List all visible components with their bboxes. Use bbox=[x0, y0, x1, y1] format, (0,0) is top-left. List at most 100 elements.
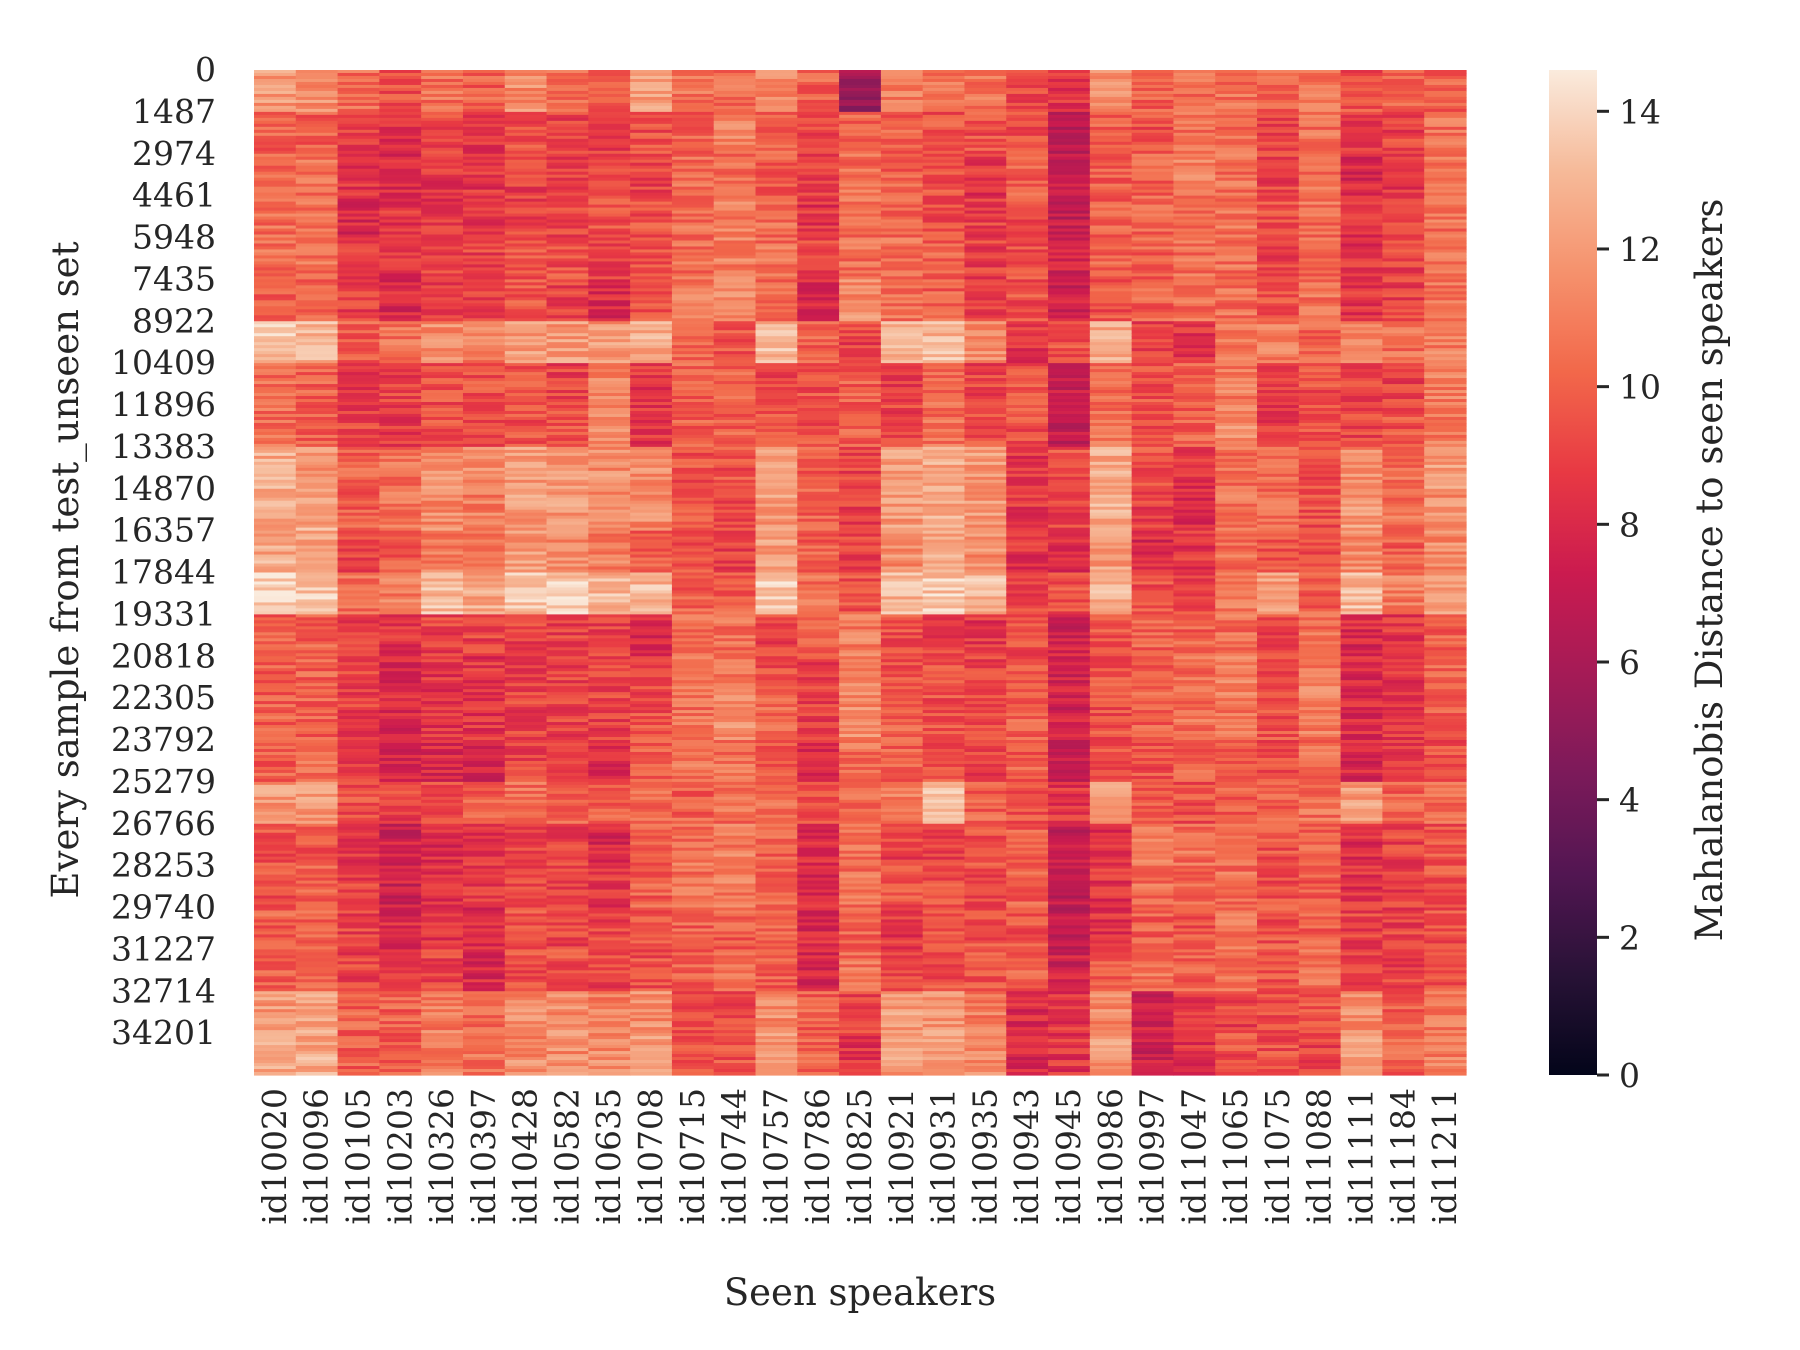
heatmap-cell bbox=[1340, 207, 1384, 212]
heatmap-cell bbox=[337, 165, 380, 170]
heatmap-cell bbox=[546, 261, 589, 266]
heatmap-cell bbox=[504, 428, 548, 433]
heatmap-cell bbox=[421, 246, 464, 251]
heatmap-cell bbox=[1173, 294, 1216, 298]
heatmap-cell bbox=[295, 309, 339, 313]
heatmap-cell bbox=[1006, 96, 1049, 101]
heatmap-cell bbox=[797, 351, 840, 355]
heatmap-cell bbox=[546, 219, 589, 224]
heatmap-cell bbox=[1298, 192, 1342, 197]
heatmap-cell bbox=[1006, 285, 1049, 289]
heatmap-cell bbox=[1173, 375, 1216, 379]
heatmap-cell bbox=[964, 312, 1007, 316]
heatmap-cell bbox=[964, 327, 1007, 331]
heatmap-cell bbox=[295, 156, 339, 161]
heatmap-cell bbox=[254, 291, 297, 295]
heatmap-cell bbox=[1257, 96, 1300, 101]
heatmap-cell bbox=[964, 192, 1007, 197]
heatmap-cell bbox=[1382, 144, 1425, 149]
heatmap-cell bbox=[504, 279, 548, 283]
heatmap-cell bbox=[797, 96, 840, 101]
heatmap-cell bbox=[1006, 390, 1049, 394]
heatmap-cell bbox=[337, 318, 380, 322]
heatmap-cell bbox=[1089, 375, 1133, 379]
heatmap-cell bbox=[1131, 273, 1175, 277]
heatmap-cell bbox=[337, 342, 380, 346]
heatmap-cell bbox=[379, 255, 422, 260]
heatmap-cell bbox=[630, 360, 673, 364]
heatmap-cell bbox=[1089, 75, 1133, 80]
heatmap-cell bbox=[839, 375, 882, 379]
heatmap-cell bbox=[421, 240, 464, 245]
heatmap-cell bbox=[1173, 90, 1216, 95]
heatmap-cell bbox=[546, 126, 589, 131]
heatmap-cell bbox=[1382, 240, 1425, 245]
heatmap-cell bbox=[839, 399, 882, 403]
heatmap-cell bbox=[1382, 276, 1425, 280]
heatmap-cell bbox=[588, 135, 631, 140]
heatmap-cell bbox=[254, 87, 297, 92]
heatmap-cell bbox=[379, 180, 422, 185]
heatmap-cell bbox=[1298, 162, 1342, 167]
heatmap-cell bbox=[1298, 255, 1342, 260]
heatmap-cell bbox=[964, 258, 1007, 263]
heatmap-cell bbox=[1131, 291, 1175, 295]
heatmap-cell bbox=[1298, 387, 1342, 391]
heatmap-cell bbox=[671, 183, 715, 188]
heatmap-cell bbox=[1215, 171, 1258, 176]
heatmap-cell bbox=[504, 156, 548, 161]
heatmap-cell bbox=[630, 99, 673, 104]
heatmap-cell bbox=[1340, 198, 1384, 203]
heatmap-cell bbox=[1340, 255, 1384, 260]
heatmap-cell bbox=[880, 315, 924, 319]
heatmap-cell bbox=[630, 297, 673, 301]
heatmap-cell bbox=[337, 369, 380, 373]
heatmap-cell bbox=[1340, 201, 1384, 206]
heatmap-cell bbox=[546, 70, 589, 74]
heatmap-cell bbox=[1340, 261, 1384, 266]
heatmap-cell bbox=[755, 390, 798, 394]
heatmap-cell bbox=[588, 126, 631, 131]
heatmap-cell bbox=[880, 192, 924, 197]
heatmap-cell bbox=[1257, 228, 1300, 233]
heatmap-cell bbox=[755, 333, 798, 337]
heatmap-cell bbox=[755, 273, 798, 277]
heatmap-cell bbox=[1131, 396, 1175, 400]
heatmap-cell bbox=[1089, 369, 1133, 373]
heatmap-cell bbox=[504, 407, 548, 412]
heatmap-cell bbox=[1424, 138, 1467, 143]
heatmap-cell bbox=[1048, 393, 1091, 397]
heatmap-cell bbox=[839, 126, 882, 131]
heatmap-cell bbox=[1257, 291, 1300, 295]
heatmap-cell bbox=[880, 120, 924, 125]
heatmap-cell bbox=[755, 213, 798, 218]
heatmap-cell bbox=[421, 363, 464, 367]
heatmap-cell bbox=[630, 261, 673, 266]
heatmap-cell bbox=[254, 84, 297, 89]
heatmap-cell bbox=[254, 201, 297, 206]
heatmap-cell bbox=[462, 321, 506, 325]
heatmap-cell bbox=[546, 390, 589, 394]
heatmap-cell bbox=[337, 264, 380, 269]
heatmap-cell bbox=[1257, 195, 1300, 200]
heatmap-cell bbox=[462, 390, 506, 394]
heatmap-cell bbox=[1215, 351, 1258, 355]
heatmap-cell bbox=[839, 108, 882, 113]
heatmap-cell bbox=[1048, 357, 1091, 361]
heatmap-cell bbox=[1298, 252, 1342, 257]
heatmap-cell bbox=[1340, 375, 1384, 379]
heatmap-cell bbox=[630, 270, 673, 274]
heatmap-cell bbox=[797, 384, 840, 388]
heatmap-cell bbox=[588, 150, 631, 155]
heatmap-cell bbox=[964, 288, 1007, 292]
heatmap-cell bbox=[1048, 300, 1091, 304]
heatmap-cell bbox=[546, 413, 589, 418]
heatmap-cell bbox=[254, 381, 297, 385]
heatmap-cell bbox=[1089, 351, 1133, 355]
heatmap-cell bbox=[671, 425, 715, 430]
heatmap-cell bbox=[1298, 249, 1342, 254]
heatmap-cell bbox=[922, 225, 966, 230]
heatmap-cell bbox=[880, 201, 924, 206]
heatmap-cell bbox=[630, 345, 673, 349]
heatmap-cell bbox=[1006, 162, 1049, 167]
